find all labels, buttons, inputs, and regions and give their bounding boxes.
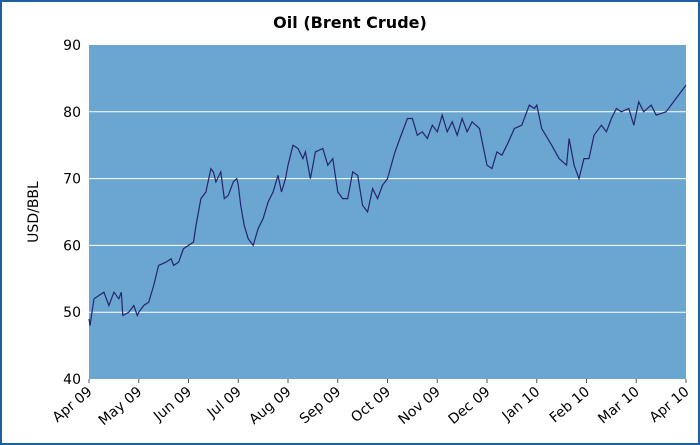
line <box>88 84 687 326</box>
plot-area <box>89 45 686 379</box>
y-tick-label: 80 <box>63 105 81 121</box>
y-tick-label: 90 <box>63 38 81 54</box>
y-tick-label: 60 <box>63 238 81 254</box>
y-tick-label: 70 <box>63 172 81 188</box>
chart-title: Oil (Brent Crude) <box>273 13 427 32</box>
y-tick-label: 40 <box>63 372 81 388</box>
y-axis-label: USD/BBL <box>26 181 42 243</box>
y-tick-label: 50 <box>63 305 81 321</box>
